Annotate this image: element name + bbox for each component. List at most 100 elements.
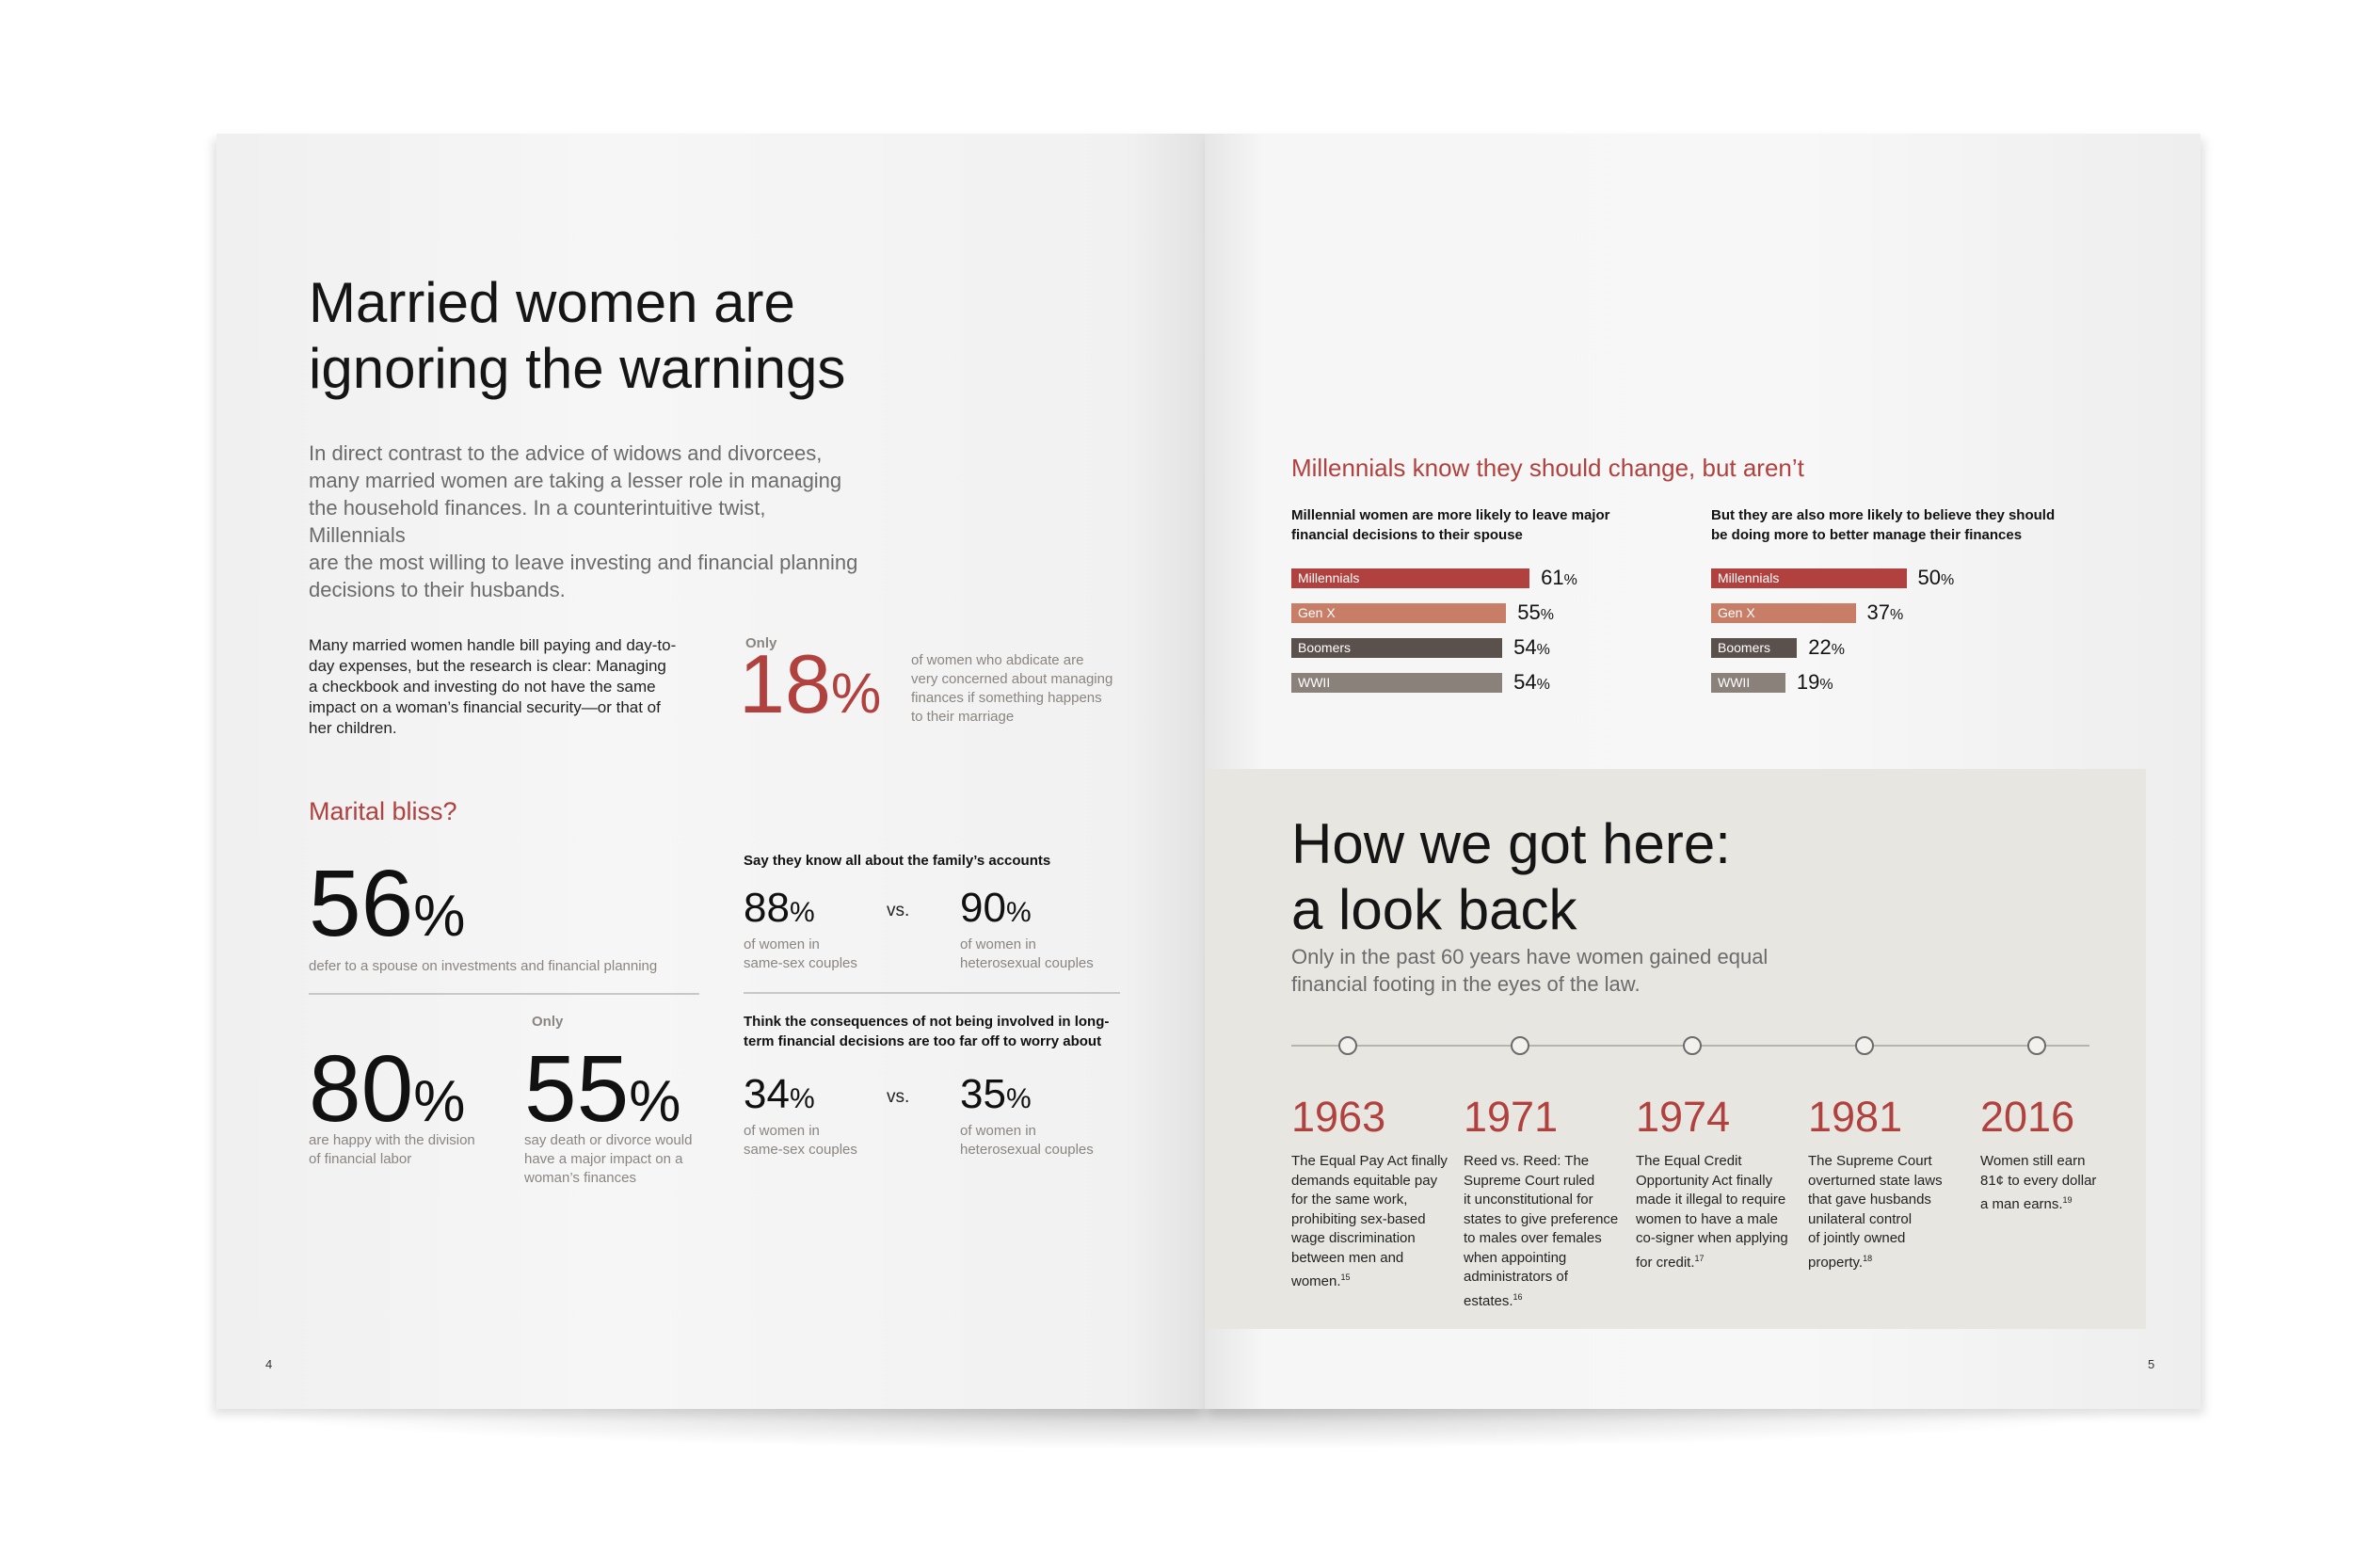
only-label: Only bbox=[745, 635, 777, 651]
stat-35: 35% bbox=[960, 1073, 1032, 1121]
heading-line: Think the consequences of not being invo… bbox=[744, 1014, 1110, 1030]
desc-line: heterosexual couples bbox=[960, 955, 1094, 971]
footnote-ref: 16 bbox=[1513, 1291, 1523, 1302]
stat-pct: % bbox=[789, 1083, 815, 1114]
timeline-subtitle: Only in the past 60 years have women gai… bbox=[1291, 943, 1818, 998]
intro-line: decisions to their husbands. bbox=[309, 578, 566, 601]
bar-wwii: WWII bbox=[1291, 673, 1503, 693]
bar-value-unit: % bbox=[1540, 607, 1554, 623]
timeline-description: The Equal Credit Opportunity Act finally m… bbox=[1636, 1152, 1794, 1272]
bar-category-label: Boomers bbox=[1298, 640, 1352, 655]
stat-pct: % bbox=[789, 897, 815, 928]
stat-pct: % bbox=[1005, 897, 1032, 928]
timeline-dot bbox=[1511, 1036, 1529, 1055]
description-line: it unconstitutional for bbox=[1464, 1192, 1593, 1208]
bar-category-label: Millennials bbox=[1718, 570, 1780, 585]
title-line: How we got here: bbox=[1291, 812, 1731, 875]
title-line: a look back bbox=[1291, 878, 1577, 941]
bar-gen-x: Gen X bbox=[1291, 603, 1507, 623]
description-line: co-signer when applying bbox=[1636, 1230, 1788, 1246]
callout-desc: of women who abdicate are very concerned… bbox=[911, 651, 1128, 727]
callout-stat: 18% bbox=[739, 642, 881, 736]
description-line: that gave husbands bbox=[1808, 1192, 1931, 1208]
bar-gen-x: Gen X bbox=[1711, 603, 1856, 623]
bar-category-label: WWII bbox=[1298, 675, 1331, 690]
bar-value: 54 bbox=[1513, 635, 1537, 659]
stat-value: 34 bbox=[744, 1071, 790, 1117]
stat-value: 56 bbox=[309, 851, 414, 956]
description-line: Reed vs. Reed: The bbox=[1464, 1153, 1590, 1169]
description-line: when appointing bbox=[1464, 1249, 1567, 1266]
stat-35-desc: of women in heterosexual couples bbox=[960, 1122, 1094, 1160]
intro-text: In direct contrast to the advice of wido… bbox=[309, 440, 864, 603]
para-line: day expenses, but the research is clear:… bbox=[309, 657, 666, 675]
timeline-dot bbox=[1683, 1036, 1702, 1055]
timeline-description: Women still earn 81¢ to every dollar a man… bbox=[1980, 1152, 2138, 1215]
callout-value: 18 bbox=[739, 637, 831, 730]
description-line: for the same work, bbox=[1291, 1192, 1408, 1208]
bar-chart-spouse: Millennials 61% Gen X 55% Boomers 54% WWII 54% bbox=[1291, 566, 1668, 710]
footnote-ref: 17 bbox=[1694, 1253, 1705, 1263]
bar-value: 55 bbox=[1517, 600, 1541, 624]
stat-80: 80% bbox=[309, 1042, 465, 1149]
description-line: a man earns.19 bbox=[1980, 1195, 2073, 1212]
timeline-description: Reed vs. Reed: The Supreme Court ruled it … bbox=[1464, 1152, 1622, 1311]
footnote-ref: 19 bbox=[2062, 1195, 2073, 1205]
bar-category-label: WWII bbox=[1718, 675, 1751, 690]
stat-55-desc: say death or divorce would have a major … bbox=[524, 1131, 692, 1188]
desc-line: have a major impact on a bbox=[524, 1151, 683, 1167]
timeline-year: 1971 bbox=[1464, 1093, 1559, 1141]
consequences-heading: Think the consequences of not being invo… bbox=[744, 1012, 1109, 1051]
bar-value-unit: % bbox=[1890, 607, 1904, 623]
description-line: administrators of bbox=[1464, 1269, 1568, 1285]
stat-pct: % bbox=[1005, 1083, 1032, 1114]
desc-line: are happy with the division bbox=[309, 1132, 475, 1148]
description-line: unilateral control bbox=[1808, 1210, 1913, 1227]
heading-line: term financial decisions are too far off… bbox=[744, 1033, 1102, 1049]
timeline-dot bbox=[1855, 1036, 1874, 1055]
bar-value-unit: % bbox=[1536, 642, 1550, 658]
stat-pct: % bbox=[413, 884, 466, 949]
stat-56: 56% bbox=[309, 856, 465, 964]
timeline-description: The Supreme Court overturned state laws th… bbox=[1808, 1152, 1966, 1272]
stat-value: 90 bbox=[960, 885, 1006, 931]
bar-value: 19 bbox=[1796, 670, 1820, 694]
desc-line: woman’s finances bbox=[524, 1170, 636, 1186]
vs-label: vs. bbox=[887, 901, 910, 920]
timeline-year: 1963 bbox=[1291, 1093, 1386, 1141]
desc-line: very concerned about managing bbox=[911, 671, 1113, 687]
title-line: Married women are bbox=[309, 271, 795, 334]
desc-line: to their marriage bbox=[911, 709, 1015, 725]
desc-line: of women in bbox=[744, 936, 820, 952]
title-line: ignoring the warnings bbox=[309, 337, 846, 400]
bar-value-label: 19% bbox=[1797, 670, 1833, 695]
timeline-title: How we got here: a look back bbox=[1291, 811, 1731, 943]
stat-value: 55 bbox=[524, 1036, 630, 1142]
footnote-ref: 15 bbox=[1340, 1272, 1351, 1282]
description-line: estates.16 bbox=[1464, 1291, 1523, 1309]
callout-pct: % bbox=[830, 662, 882, 725]
desc-line: heterosexual couples bbox=[960, 1142, 1094, 1158]
bar-category-label: Gen X bbox=[1718, 605, 1755, 620]
description-line: property.18 bbox=[1808, 1253, 1873, 1271]
description-line: overturned state laws bbox=[1808, 1172, 1943, 1189]
bar-value-label: 54% bbox=[1513, 635, 1550, 660]
bar-category-label: Gen X bbox=[1298, 605, 1336, 620]
chart-title-line: Millennial women are more likely to leav… bbox=[1291, 507, 1610, 523]
description-line: states to give preference bbox=[1464, 1210, 1619, 1227]
chart-title-line: be doing more to better manage their fin… bbox=[1711, 527, 2023, 543]
bar-value-unit: % bbox=[1563, 572, 1577, 588]
bar-value-label: 61% bbox=[1541, 566, 1577, 590]
page-number: 4 bbox=[265, 1357, 273, 1371]
body-paragraph: Many married women handle bill paying an… bbox=[309, 635, 685, 739]
page-title: Married women are ignoring the warnings bbox=[309, 270, 845, 402]
bar-value: 54 bbox=[1513, 670, 1537, 694]
para-line: her children. bbox=[309, 719, 397, 737]
stat-34: 34% bbox=[744, 1073, 815, 1121]
desc-line: finances if something happens bbox=[911, 690, 1102, 706]
left-page: Married women are ignoring the warnings … bbox=[216, 134, 1205, 1409]
bar-value: 37 bbox=[1866, 600, 1891, 624]
only-label: Only bbox=[532, 1014, 564, 1030]
desc-line: of women in bbox=[960, 1123, 1036, 1139]
page-number: 5 bbox=[2148, 1357, 2155, 1371]
